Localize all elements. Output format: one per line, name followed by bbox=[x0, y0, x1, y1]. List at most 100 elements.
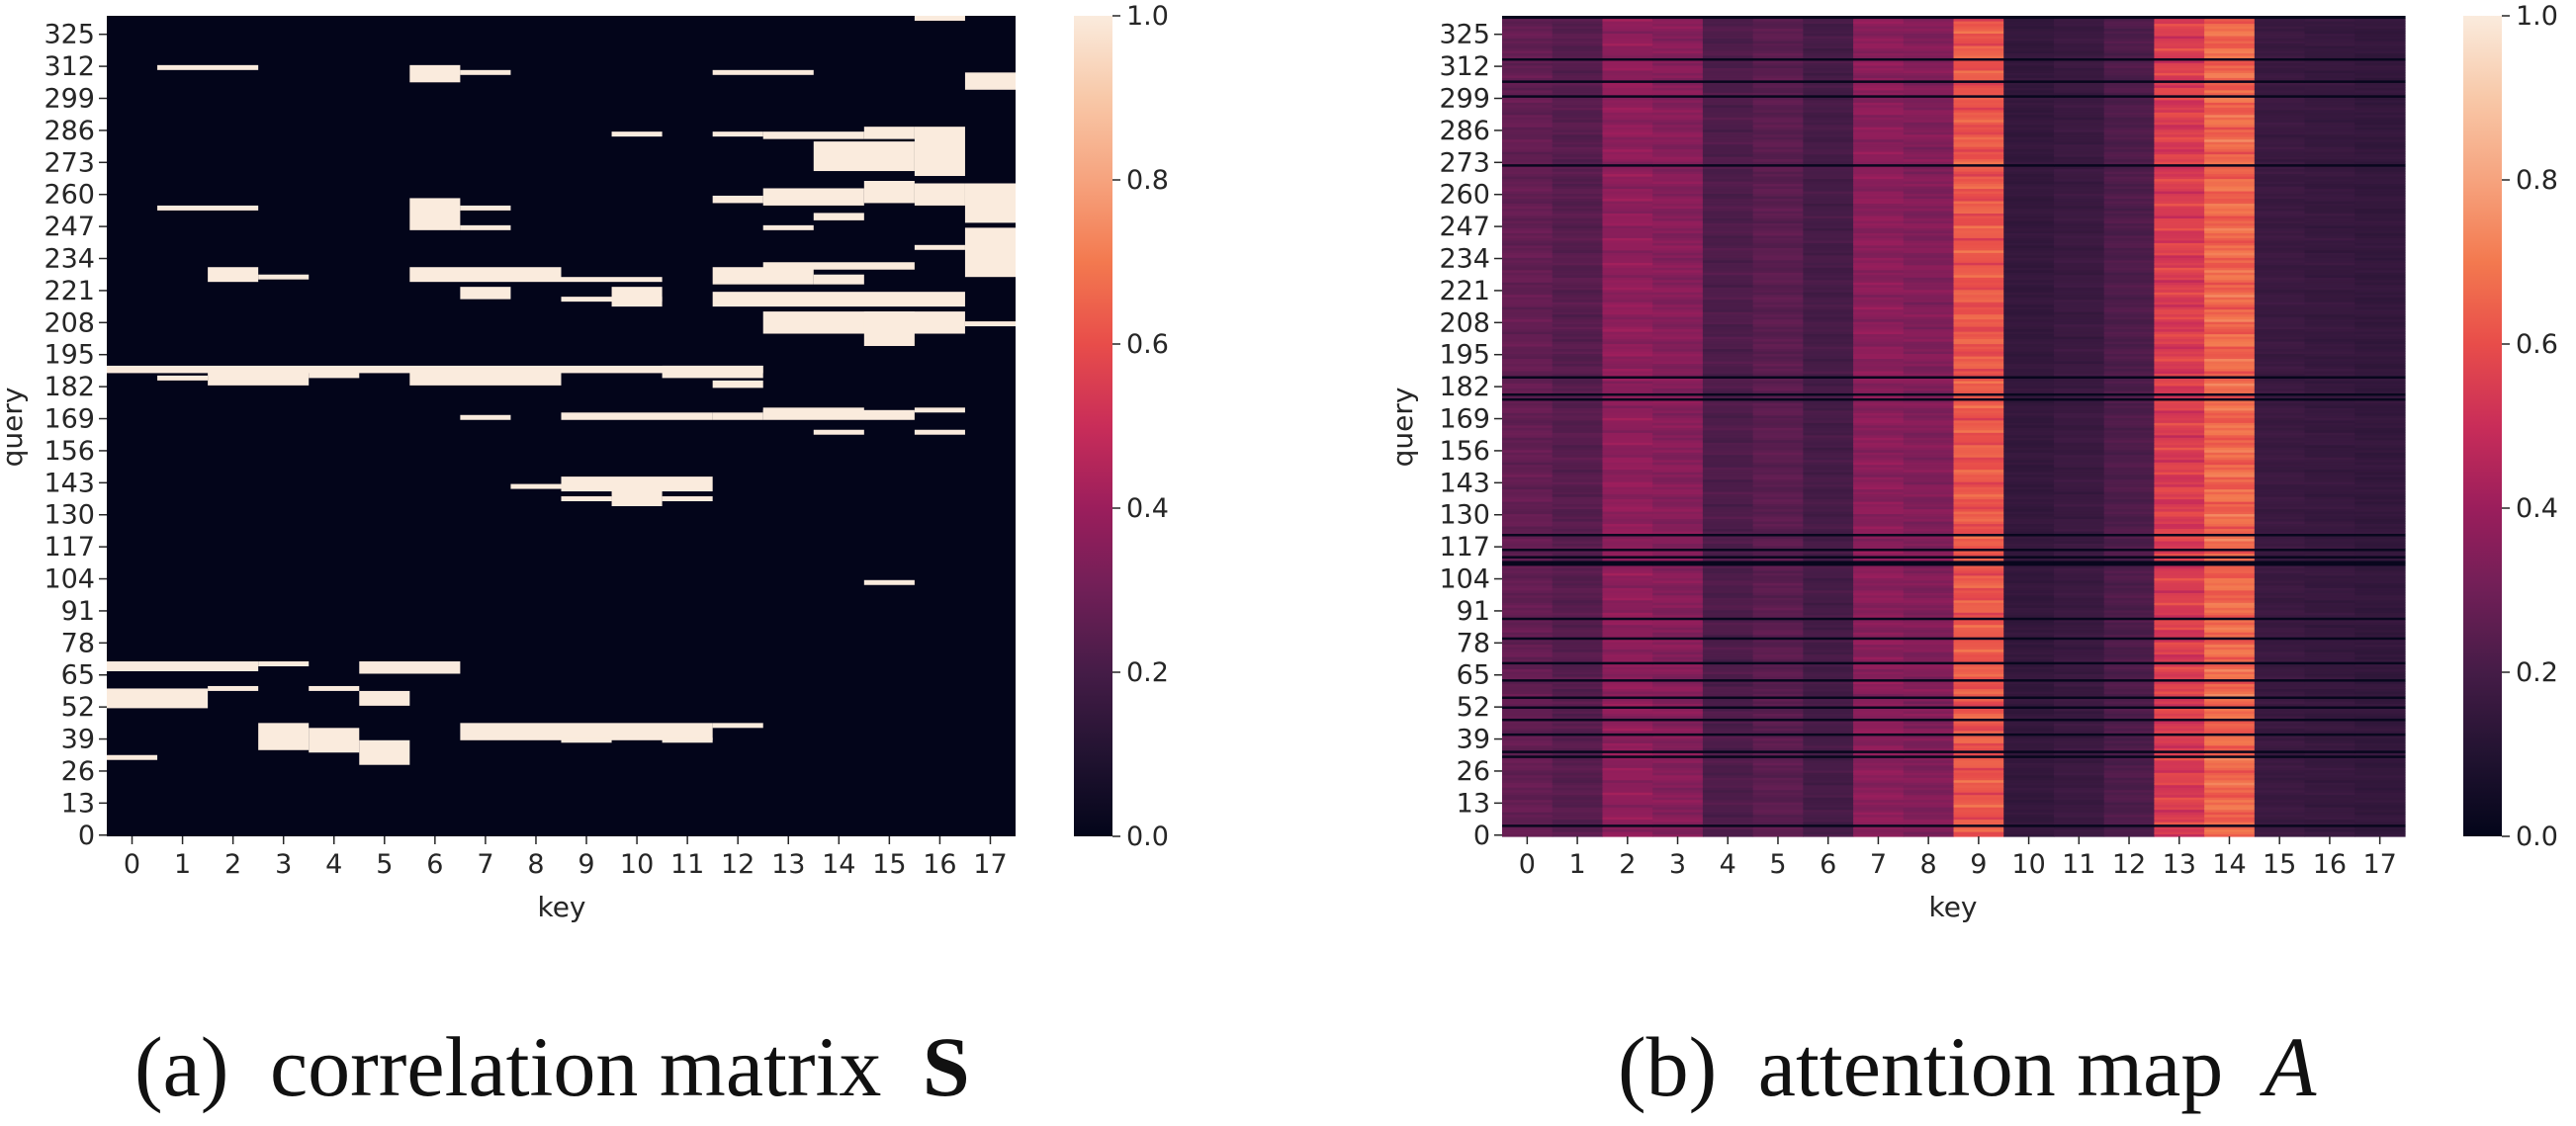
heatmap-cell bbox=[1552, 378, 1604, 382]
heatmap-cell bbox=[1953, 467, 2004, 471]
heatmap-cell bbox=[2053, 710, 2105, 714]
heatmap-cell bbox=[2053, 525, 2105, 530]
heatmap-cell bbox=[1752, 198, 1804, 202]
heatmap-cell bbox=[2254, 675, 2306, 680]
heatmap-cell bbox=[2304, 402, 2355, 406]
heatmap-cell bbox=[2354, 555, 2406, 559]
heatmap-cell bbox=[2204, 653, 2256, 657]
heatmap-cell bbox=[2003, 429, 2055, 433]
heatmap-cell bbox=[1903, 213, 1955, 217]
heatmap-cell bbox=[1752, 563, 1804, 566]
heatmap-cell bbox=[2304, 409, 2355, 413]
heatmap-cell bbox=[2154, 294, 2205, 298]
heatmap-cell bbox=[2354, 306, 2406, 310]
heatmap-cell bbox=[2103, 705, 2155, 709]
heatmap-cell bbox=[2154, 602, 2205, 606]
heatmap-cell bbox=[2154, 429, 2205, 433]
heatmap-cell bbox=[2254, 198, 2306, 202]
heatmap-cell bbox=[1903, 617, 1955, 621]
heatmap-cell bbox=[2304, 678, 2355, 682]
heatmap-cell bbox=[2354, 831, 2406, 835]
heatmap-cell bbox=[1602, 427, 1653, 431]
heatmap-cell bbox=[2003, 787, 2055, 791]
heatmap-cell bbox=[2003, 680, 2055, 685]
heatmap-cell bbox=[2204, 457, 2256, 461]
heatmap-cell bbox=[2304, 353, 2355, 357]
heatmap-cell bbox=[2354, 449, 2406, 453]
heatmap-cell bbox=[2154, 478, 2205, 482]
heatmap-cell bbox=[2154, 520, 2205, 525]
heatmap-cell bbox=[1702, 737, 1754, 741]
heatmap-cell bbox=[2103, 383, 2155, 387]
heatmap-cell bbox=[2254, 210, 2306, 214]
heatmap-cell bbox=[1803, 649, 1854, 652]
heatmap-cell bbox=[1803, 326, 1854, 330]
heatmap-cell bbox=[2003, 262, 2055, 266]
heatmap-cell bbox=[2154, 651, 2205, 655]
heatmap-cell bbox=[2003, 348, 2055, 352]
heatmap-cell bbox=[2053, 336, 2105, 340]
heatmap-cell bbox=[1652, 680, 1704, 685]
heatmap-cell bbox=[1652, 506, 1704, 510]
heatmap-cell bbox=[2304, 553, 2355, 557]
x-tick-label: 15 bbox=[872, 849, 906, 880]
heatmap-cell bbox=[2003, 190, 2055, 195]
heatmap-cell bbox=[1702, 802, 1754, 806]
heatmap-cell bbox=[1502, 385, 1554, 389]
heatmap-cell bbox=[1803, 277, 1854, 281]
heatmap-cell bbox=[2003, 688, 2055, 692]
heatmap-cell bbox=[2003, 589, 2055, 593]
heatmap-cell bbox=[1803, 656, 1854, 660]
heatmap-cell bbox=[1803, 363, 1854, 367]
heatmap-cell bbox=[1803, 597, 1854, 601]
heatmap-cell bbox=[2304, 525, 2355, 530]
heatmap-cell bbox=[1552, 560, 1604, 563]
heatmap-cell bbox=[1652, 338, 1704, 342]
heatmap-cell bbox=[1502, 355, 1554, 360]
heatmap-cell bbox=[2304, 343, 2355, 347]
heatmap-cell bbox=[1803, 368, 1854, 372]
heatmap-cell bbox=[1803, 642, 1854, 646]
heatmap-cell bbox=[2204, 666, 2256, 670]
heatmap-cell bbox=[1803, 323, 1854, 327]
heatmap-cell bbox=[1953, 579, 2004, 583]
heatmap-cell bbox=[1702, 720, 1754, 724]
heatmap-cell bbox=[1752, 817, 1804, 821]
heatmap-cell bbox=[2354, 409, 2406, 413]
heatmap-cell bbox=[1953, 481, 2004, 485]
heatmap-cell bbox=[1953, 348, 2004, 352]
heatmap-cell bbox=[2354, 817, 2406, 821]
heatmap-cell bbox=[1552, 822, 1604, 825]
heatmap-cell bbox=[1652, 572, 1704, 576]
heatmap-cell bbox=[2154, 365, 2205, 370]
heatmap-cell bbox=[2154, 437, 2205, 441]
heatmap-cell bbox=[1953, 503, 2004, 507]
heatmap-cell bbox=[1602, 447, 1653, 451]
heatmap-cell bbox=[2304, 454, 2355, 458]
heatmap-cell bbox=[1803, 558, 1854, 562]
heatmap-cell bbox=[1552, 185, 1604, 190]
heatmap-cell bbox=[1602, 754, 1653, 758]
heatmap-cell bbox=[2003, 607, 2055, 611]
heatmap-cell bbox=[1652, 299, 1704, 303]
heatmap-cell bbox=[1803, 520, 1854, 525]
heatmap-cell bbox=[1702, 632, 1754, 636]
heatmap-block bbox=[712, 131, 763, 137]
heatmap-cell bbox=[1552, 370, 1604, 375]
heatmap-cell bbox=[1953, 698, 2004, 702]
heatmap-cell bbox=[2254, 567, 2306, 571]
heatmap-cell bbox=[1502, 506, 1554, 510]
heatmap-cell bbox=[2003, 478, 2055, 482]
heatmap-cell bbox=[1903, 282, 1955, 286]
heatmap-cell bbox=[1953, 496, 2004, 500]
heatmap-block bbox=[460, 205, 511, 211]
heatmap-cell bbox=[1552, 409, 1604, 413]
heatmap-cell bbox=[2254, 442, 2306, 446]
heatmap-cell bbox=[1552, 297, 1604, 301]
heatmap-cell bbox=[2354, 597, 2406, 601]
heatmap-cell bbox=[1803, 409, 1854, 413]
heatmap-cell bbox=[2254, 831, 2306, 835]
heatmap-cell bbox=[1803, 457, 1854, 461]
heatmap-cell bbox=[1953, 306, 2004, 310]
heatmap-cell bbox=[2204, 365, 2256, 370]
